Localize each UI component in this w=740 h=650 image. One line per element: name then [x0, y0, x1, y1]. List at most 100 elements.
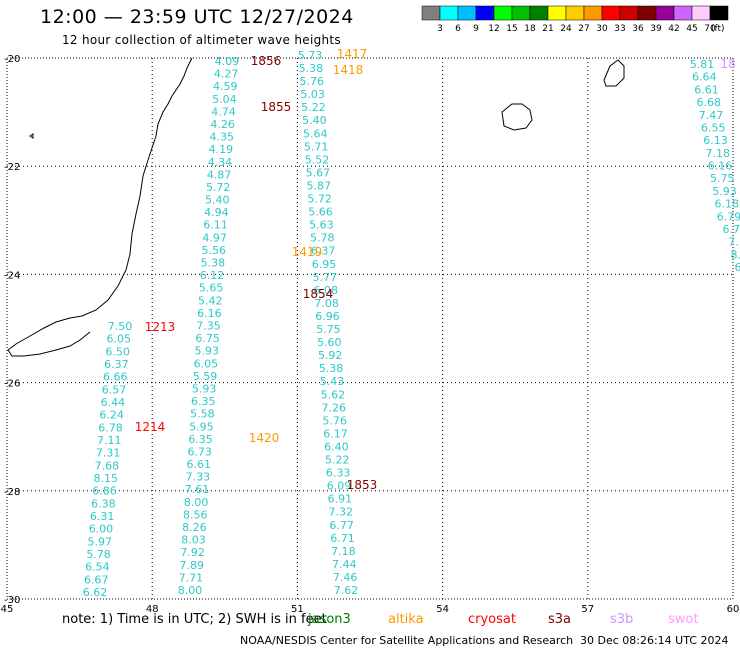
swh-value: 6.75 [195, 332, 220, 345]
swh-value: 7.89 [180, 559, 205, 572]
swh-value: 6.79 [717, 210, 740, 223]
madagascar-coast [7, 57, 193, 357]
swh-value: 5.77 [313, 271, 338, 284]
colorbar-tick-label: 70 [704, 24, 716, 34]
swh-value: 6.86 [92, 485, 117, 498]
pass-time-label: 1853 [347, 478, 378, 492]
swh-value: 5.93 [712, 185, 737, 198]
colorbar-swatch [529, 5, 549, 21]
swh-value: 5.59 [193, 370, 218, 383]
swh-value: 7.35 [196, 320, 221, 333]
pass-time-label: 1856 [251, 54, 282, 68]
pass-time-label: 18 [720, 57, 735, 71]
swh-value: 4.74 [211, 105, 236, 118]
lon-label: 54 [436, 604, 449, 615]
swh-value: 6.13 [703, 134, 728, 147]
swh-value: 5.64 [303, 127, 328, 140]
track-t1: 7.506.056.506.376.666.576.446.246.787.11… [83, 320, 133, 599]
swh-value: 8. [731, 248, 740, 261]
swh-value: 6.05 [107, 333, 132, 346]
swh-value: 6.35 [188, 433, 213, 446]
swh-value: 6.09 [327, 480, 352, 493]
small-island [29, 133, 34, 139]
map-frame [6, 57, 734, 600]
colorbar-tick-label: 6 [455, 24, 461, 34]
colorbar-tick-label: 30 [596, 24, 608, 34]
colorbar-swatch [565, 5, 585, 21]
swh-value: 5.93 [194, 345, 219, 358]
swh-value: 7.18 [706, 147, 731, 160]
swh-value: 5.75 [710, 172, 735, 185]
colorbar: 3 6 9 12 15 18 21 24 27 30 33 36 39 42 45 70(ft) [421, 5, 729, 34]
swh-value: 6.12 [200, 269, 225, 282]
swh-value: 5.38 [319, 362, 344, 375]
swh-value: 7.50 [108, 320, 133, 333]
pass-time-label: 1418 [333, 63, 364, 77]
colorbar-swatch [475, 5, 495, 21]
swh-value: 5.03 [300, 88, 325, 101]
swh-value: 4.26 [210, 118, 235, 131]
pass-time-label: 1214 [135, 420, 166, 434]
swh-value: 7.71 [179, 571, 204, 584]
swh-value: 6.66 [103, 371, 128, 384]
swh-value: 5.52 [305, 153, 330, 166]
colorbar-swatch [421, 5, 441, 21]
swh-value: 5.63 [309, 219, 334, 232]
swh-value: 7.26 [321, 401, 346, 414]
colorbar-unit: (ft) [711, 24, 725, 34]
swh-value: 7.18 [331, 545, 356, 558]
colorbar-tick-label: 39 [650, 24, 662, 34]
map-title: 12:00 — 23:59 UTC 12/27/2024 [40, 6, 354, 28]
map-subtitle: 12 hour collection of altimeter wave hei… [62, 33, 341, 47]
swh-value: 5.71 [304, 140, 329, 153]
swh-value: 8.00 [178, 584, 203, 597]
swh-value: 5.81 [690, 58, 715, 71]
swh-value: 5.58 [190, 408, 215, 421]
lon-label: 48 [146, 604, 159, 615]
colorbar-swatch [673, 5, 693, 21]
swh-value: 6.67 [84, 573, 109, 586]
swh-value: 8.15 [93, 472, 118, 485]
swh-value: 5.04 [212, 93, 237, 106]
graticule [7, 58, 733, 599]
colorbar-tick-label: 36 [632, 24, 644, 34]
swh-value: 8.03 [181, 534, 206, 547]
swh-value: 7.32 [328, 506, 353, 519]
swh-value: 7.62 [334, 584, 359, 597]
colorbar-swatch [439, 5, 459, 21]
lon-label: 51 [291, 604, 304, 615]
swh-value: 6.40 [324, 440, 349, 453]
swh-value: 7.44 [332, 558, 357, 571]
swh-value: 6.57 [102, 383, 127, 396]
track-t4: 5.816.646.616.687.476.556.137.186.165.75… [690, 58, 740, 274]
pass-time-label: 1417 [337, 47, 368, 61]
swh-value: 6.7 [723, 223, 740, 236]
swh-value: 6.37 [311, 245, 336, 258]
colorbar-swatch [511, 5, 531, 21]
swh-value: 6.78 [98, 421, 123, 434]
colorbar-swatch [583, 5, 603, 21]
swh-value: 4.97 [202, 231, 227, 244]
footer-credit: NOAA/NESDIS Center for Satellite Applica… [240, 634, 574, 647]
pass-time-label: 1854 [303, 287, 334, 301]
swh-value: 7.68 [95, 459, 120, 472]
pass-time-label: 1855 [261, 100, 292, 114]
swh-value: 6 [735, 261, 740, 274]
colorbar-swatch [709, 5, 729, 21]
swh-value: 6.55 [701, 121, 726, 134]
swh-value: 5.60 [317, 336, 342, 349]
footer-timestamp: 30 Dec 08:26:14 UTC 2024 [580, 634, 729, 647]
track-t3: 5.735.385.765.035.225.405.645.715.525.67… [298, 49, 359, 597]
swh-value: 5.40 [302, 114, 327, 127]
swh-value: 5.76 [322, 414, 347, 427]
swh-value: 5.87 [307, 179, 332, 192]
swh-value: 5.78 [86, 548, 111, 561]
coastline [7, 57, 625, 357]
swh-value: 5.67 [306, 166, 331, 179]
swh-value: 6.16 [708, 160, 733, 173]
colorbar-tick-label: 3 [437, 24, 443, 34]
swh-value: 6.44 [101, 396, 126, 409]
swh-value: 5.38 [299, 62, 324, 75]
swh-value: 6.54 [85, 561, 110, 574]
colorbar-swatch [457, 5, 477, 21]
